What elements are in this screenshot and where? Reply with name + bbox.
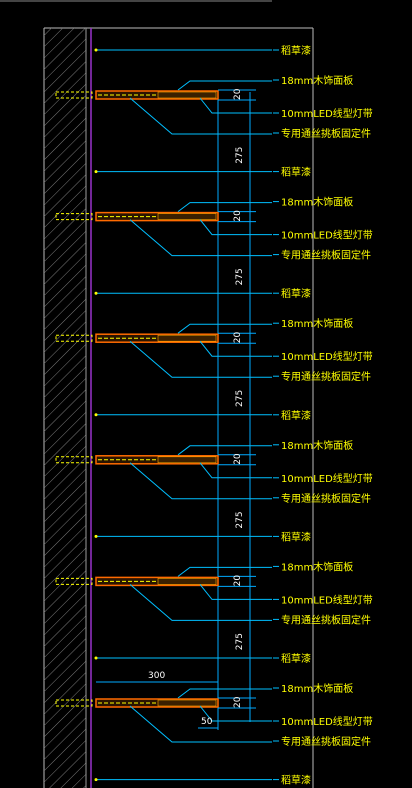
panel-leader (177, 202, 272, 213)
led-label: 10mmLED线型灯带 (281, 715, 373, 728)
panel-leader (177, 688, 272, 699)
shelf-depth-label: 300 (148, 671, 165, 681)
bracket-label: 专用通丝挑板固定件 (281, 613, 371, 626)
bracket-embed (55, 91, 93, 99)
groove-label: 稻草漆 (281, 652, 311, 665)
groove-label: 稻草漆 (281, 530, 311, 543)
groove-marker (94, 778, 98, 782)
panel-label: 18mm木饰面板 (281, 196, 353, 209)
led-label: 10mmLED线型灯带 (281, 472, 373, 485)
bracket-leader (129, 340, 272, 378)
bracket-leader (129, 584, 272, 621)
bracket-leader (129, 705, 272, 743)
veneer-panel (157, 699, 217, 707)
bracket-label: 专用通丝挑板固定件 (281, 370, 371, 383)
bracket-embed (55, 213, 93, 221)
led-offset-label: 50 (201, 717, 213, 727)
led-leader (199, 97, 272, 114)
shelf-spacing-label: 275 (235, 268, 245, 285)
shelf-board (95, 455, 219, 465)
panel-leader (177, 566, 272, 577)
groove-label: 稻草漆 (281, 166, 311, 179)
shelf-board (95, 90, 219, 100)
led-leader (199, 340, 272, 357)
groove-marker (94, 48, 98, 52)
panel-label: 18mm木饰面板 (281, 317, 353, 330)
panel-leader (177, 80, 272, 91)
shelf-spacing-label: 275 (235, 633, 245, 650)
groove-marker (94, 534, 98, 538)
veneer-panel (157, 578, 217, 585)
led-label: 10mmLED线型灯带 (281, 593, 373, 606)
bracket-leader (129, 462, 272, 500)
groove-marker (94, 656, 98, 660)
shelf-board (95, 333, 219, 343)
bracket-label: 专用通丝挑板固定件 (281, 249, 371, 262)
groove-label: 稻草漆 (281, 287, 311, 300)
led-leader (199, 705, 272, 722)
panel-label: 18mm木饰面板 (281, 439, 353, 452)
bracket-label: 专用通丝挑板固定件 (281, 492, 371, 505)
led-leader (199, 462, 272, 479)
bracket-label: 专用通丝挑板固定件 (281, 735, 371, 748)
veneer-panel (157, 213, 217, 220)
shelf-thickness-label: 20 (233, 575, 243, 587)
led-label: 10mmLED线型灯带 (281, 350, 373, 363)
bracket-label: 专用通丝挑板固定件 (281, 127, 371, 140)
shelf-spacing-label: 275 (235, 390, 245, 407)
groove-label: 稻草漆 (281, 409, 311, 422)
bracket-embed (55, 577, 93, 585)
led-leader (199, 219, 272, 236)
groove-marker (94, 170, 98, 174)
panel-leader (177, 323, 272, 334)
bracket-leader (129, 219, 272, 257)
wall-hatch (44, 28, 86, 788)
veneer-panel (157, 456, 217, 464)
groove-label: 稻草漆 (281, 774, 311, 787)
shelf-spacing-label: 275 (235, 147, 245, 164)
shelf-thickness-label: 20 (233, 696, 243, 708)
panel-label: 18mm木饰面板 (281, 560, 353, 573)
led-leader (199, 584, 272, 600)
veneer-panel (157, 334, 217, 342)
led-label: 10mmLED线型灯带 (281, 107, 373, 120)
panel-leader (177, 445, 272, 456)
led-label: 10mmLED线型灯带 (281, 229, 373, 242)
panel-label: 18mm木饰面板 (281, 74, 353, 87)
veneer-panel (157, 91, 217, 99)
groove-marker (94, 291, 98, 295)
panel-label: 18mm木饰面板 (281, 682, 353, 695)
groove-marker (94, 413, 98, 417)
shelf-board (95, 576, 219, 587)
groove-label: 稻草漆 (281, 44, 311, 57)
shelf-board (95, 211, 219, 222)
shelf-board (95, 698, 219, 708)
shelf-thickness-label: 20 (233, 331, 243, 343)
bracket-embed (55, 334, 93, 342)
bracket-embed (55, 699, 93, 707)
bracket-embed (55, 456, 93, 464)
shelf-thickness-label: 20 (233, 453, 243, 465)
bracket-leader (129, 97, 272, 135)
shelf-thickness-label: 20 (233, 88, 243, 100)
shelf-thickness-label: 20 (233, 210, 243, 222)
shelf-spacing-label: 275 (235, 511, 245, 528)
